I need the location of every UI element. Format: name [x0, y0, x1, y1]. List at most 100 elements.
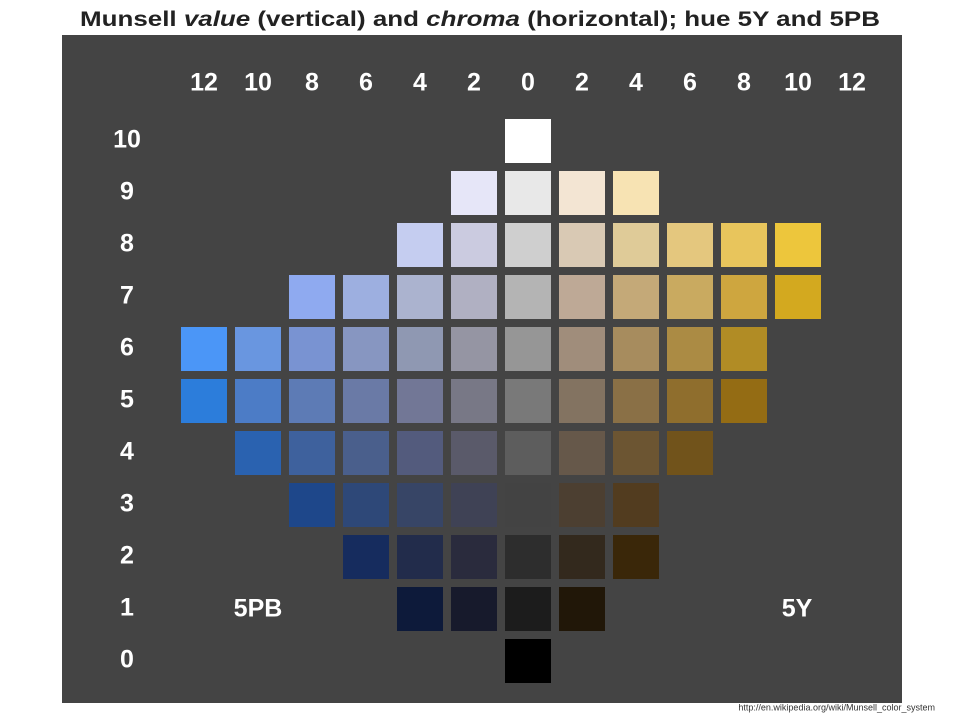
swatch [667, 223, 713, 267]
swatch [451, 171, 497, 215]
swatch [559, 483, 605, 527]
row-label: 4 [120, 438, 134, 466]
swatch [559, 275, 605, 319]
swatch [613, 535, 659, 579]
swatch [559, 587, 605, 631]
title-part: chroma [426, 8, 520, 31]
swatch [721, 223, 767, 267]
swatch [235, 327, 281, 371]
row-label: 3 [120, 490, 134, 518]
column-label: 6 [359, 69, 373, 97]
swatch [289, 275, 335, 319]
swatch [397, 431, 443, 475]
row-label: 10 [113, 126, 141, 154]
swatch [505, 171, 551, 215]
swatch [505, 535, 551, 579]
swatch [451, 431, 497, 475]
swatch [559, 171, 605, 215]
swatch [559, 327, 605, 371]
swatch [397, 327, 443, 371]
row-label: 9 [120, 178, 134, 206]
swatch [721, 379, 767, 423]
swatch [613, 223, 659, 267]
hue-label: 5PB [234, 595, 283, 623]
swatch [343, 275, 389, 319]
column-label: 6 [683, 69, 697, 97]
swatch [505, 275, 551, 319]
swatch [289, 327, 335, 371]
swatch [451, 275, 497, 319]
swatch [505, 587, 551, 631]
column-label: 2 [467, 69, 481, 97]
swatch [397, 587, 443, 631]
column-label: 10 [244, 69, 272, 97]
column-label: 4 [413, 69, 427, 97]
swatch [613, 275, 659, 319]
swatch [451, 379, 497, 423]
swatch [613, 171, 659, 215]
title-part: (vertical) and [250, 8, 426, 31]
swatch [397, 275, 443, 319]
row-label: 1 [120, 594, 134, 622]
swatch [181, 327, 227, 371]
swatch [343, 535, 389, 579]
swatch [613, 327, 659, 371]
swatch [667, 275, 713, 319]
swatch [343, 327, 389, 371]
swatch [397, 223, 443, 267]
column-label: 10 [784, 69, 812, 97]
swatch [775, 275, 821, 319]
swatch [559, 431, 605, 475]
row-label: 5 [120, 386, 134, 414]
swatch [397, 483, 443, 527]
column-label: 0 [521, 69, 535, 97]
swatch [505, 223, 551, 267]
swatch [775, 223, 821, 267]
column-label: 12 [190, 69, 218, 97]
swatch [451, 483, 497, 527]
swatch [667, 431, 713, 475]
swatch [289, 379, 335, 423]
title-part: value [184, 8, 251, 31]
swatch [721, 327, 767, 371]
swatch [343, 483, 389, 527]
swatch [613, 483, 659, 527]
source-url: http://en.wikipedia.org/wiki/Munsell_col… [738, 702, 935, 712]
swatch [289, 483, 335, 527]
swatch [559, 223, 605, 267]
swatch [235, 379, 281, 423]
row-label: 7 [120, 282, 134, 310]
swatch [505, 379, 551, 423]
swatch [235, 431, 281, 475]
swatch [505, 119, 551, 163]
title-part: Munsell [80, 8, 184, 31]
swatch [613, 379, 659, 423]
swatch [343, 379, 389, 423]
swatch [397, 379, 443, 423]
hue-label: 5Y [782, 595, 813, 623]
column-label: 2 [575, 69, 589, 97]
swatch [397, 535, 443, 579]
swatch [505, 431, 551, 475]
title: Munsell value (vertical) and chroma (hor… [80, 8, 880, 31]
swatch [613, 431, 659, 475]
row-label: 0 [120, 646, 134, 674]
row-label: 8 [120, 230, 134, 258]
swatch [667, 379, 713, 423]
column-label: 8 [737, 69, 751, 97]
swatch [451, 535, 497, 579]
swatch [181, 379, 227, 423]
swatch [451, 587, 497, 631]
swatch [559, 535, 605, 579]
swatch [667, 327, 713, 371]
title-part: (horizontal); hue 5Y and 5PB [520, 8, 880, 31]
swatch [505, 483, 551, 527]
column-label: 4 [629, 69, 643, 97]
column-label: 8 [305, 69, 319, 97]
swatch [721, 275, 767, 319]
swatch [505, 327, 551, 371]
swatch [559, 379, 605, 423]
swatch [451, 223, 497, 267]
